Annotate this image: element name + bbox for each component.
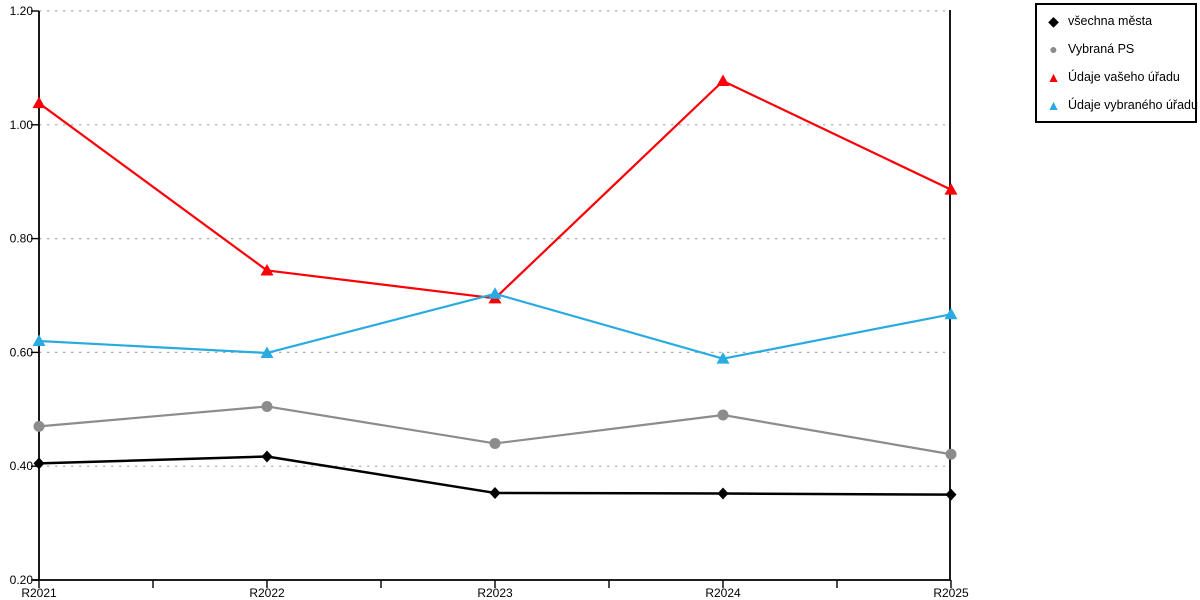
- triangle-marker-icon: [944, 307, 958, 320]
- x-axis-tick-label: R2025: [933, 586, 969, 600]
- triangle-marker-icon: [716, 352, 730, 364]
- series-line: [38, 79, 952, 300]
- legend-item: ● Vybraná PS: [1046, 42, 1191, 56]
- y-axis-tick-label: 0.60: [10, 345, 34, 359]
- diamond-marker-icon: [945, 488, 957, 501]
- circle-icon: ●: [1049, 41, 1058, 57]
- legend-item: ▲ Údaje vašeho úřadu: [1046, 70, 1191, 84]
- series-line: [38, 292, 952, 360]
- circle-marker-icon: [945, 448, 957, 460]
- diamond-marker-icon: [33, 457, 45, 470]
- y-axis-tick-label: 0.20: [10, 573, 34, 587]
- triangle-icon: ▲: [1046, 97, 1061, 113]
- x-axis-tick-label: R2022: [249, 586, 285, 600]
- legend-item-label: Vybraná PS: [1068, 42, 1135, 56]
- triangle-marker-icon: [716, 74, 730, 86]
- triangle-marker-icon: [32, 96, 46, 109]
- x-axis-tick-label: R2024: [705, 586, 741, 600]
- triangle-marker-icon: [32, 334, 46, 347]
- legend-item-label: Údaje vašeho úřadu: [1068, 70, 1180, 84]
- legend-item-label: všechna města: [1068, 14, 1153, 28]
- triangle-marker-icon: [488, 287, 502, 299]
- diamond-marker-icon: [717, 487, 729, 500]
- diamond-icon: ◆: [1048, 13, 1059, 29]
- y-axis-tick-label: 1.20: [10, 4, 34, 18]
- x-axis-tick-label: R2023: [477, 586, 513, 600]
- circle-marker-icon: [489, 437, 501, 449]
- y-axis-tick-label: 0.40: [10, 459, 34, 473]
- circle-marker-icon: [261, 400, 273, 412]
- legend-item: ◆ všechna města: [1046, 14, 1191, 28]
- circle-marker-icon: [33, 420, 45, 432]
- circle-marker-icon: [717, 409, 729, 421]
- x-axis-tick-label: R2021: [21, 586, 57, 600]
- diamond-marker-icon: [261, 450, 273, 463]
- legend-item: ▲ Údaje vybraného úřadu: [1046, 97, 1198, 113]
- triangle-marker-icon: [260, 346, 274, 358]
- triangle-icon: ▲: [1046, 69, 1061, 85]
- legend-item-label: Údaje vybraného úřadu: [1068, 98, 1198, 112]
- diamond-marker-icon: [489, 486, 501, 499]
- triangle-marker-icon: [944, 183, 958, 195]
- triangle-marker-icon: [260, 263, 274, 276]
- y-axis-tick-label: 0.80: [10, 232, 34, 246]
- legend: ◆ všechna města ● Vybraná PS ▲ Údaje vašeho ú…: [1035, 3, 1198, 123]
- y-axis-tick-label: 1.00: [10, 118, 34, 132]
